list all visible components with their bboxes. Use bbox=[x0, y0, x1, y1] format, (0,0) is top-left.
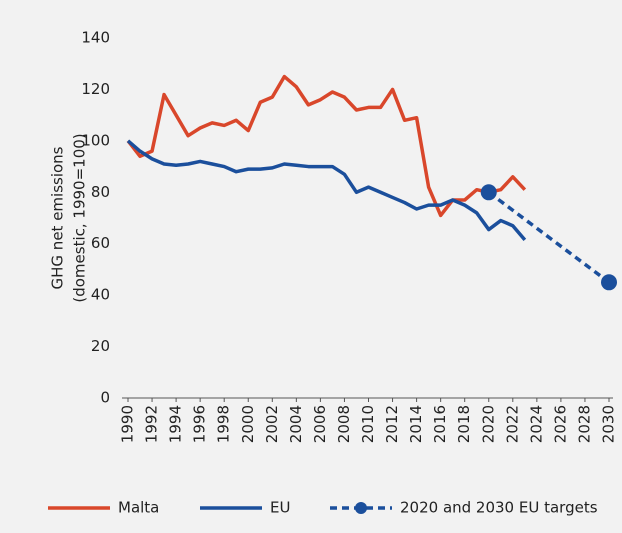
x-tick-label: 2000 bbox=[239, 405, 257, 443]
x-tick-label: 2014 bbox=[407, 405, 425, 443]
x-tick-label: 2012 bbox=[383, 405, 401, 443]
y-axis-label: (domestic, 1990=100) bbox=[71, 133, 89, 302]
y-tick-label: 100 bbox=[81, 131, 110, 149]
y-tick-label: 80 bbox=[91, 183, 110, 201]
line-series bbox=[487, 190, 611, 284]
legend-label: EU bbox=[270, 499, 290, 517]
y-tick-label: 40 bbox=[91, 286, 110, 304]
x-tick-label: 2020 bbox=[479, 405, 497, 443]
x-tick-label: 2010 bbox=[359, 405, 377, 443]
x-tick-label: 1996 bbox=[191, 405, 209, 443]
legend-marker bbox=[355, 502, 367, 514]
y-axis-label: GHG net emissions bbox=[49, 146, 67, 289]
x-tick-label: 2024 bbox=[527, 405, 545, 443]
legend-label: 2020 and 2030 EU targets bbox=[400, 499, 598, 517]
x-tick-label: 2026 bbox=[551, 405, 569, 443]
x-tick-label: 1994 bbox=[167, 405, 185, 443]
legend-label: Malta bbox=[118, 499, 159, 517]
x-tick-label: 1998 bbox=[215, 405, 233, 443]
line-series bbox=[126, 74, 527, 218]
x-tick-label: 2016 bbox=[431, 405, 449, 443]
y-tick-label: 140 bbox=[81, 29, 110, 47]
x-tick-label: 2030 bbox=[600, 405, 618, 443]
x-tick-label: 2028 bbox=[575, 405, 593, 443]
x-tick-label: 2008 bbox=[335, 405, 353, 443]
y-tick-label: 0 bbox=[100, 389, 110, 407]
x-tick-label: 2018 bbox=[455, 405, 473, 443]
x-tick-label: 2004 bbox=[287, 405, 305, 443]
line-series bbox=[126, 139, 527, 241]
x-tick-label: 2006 bbox=[311, 405, 329, 443]
x-tick-label: 1992 bbox=[143, 405, 161, 443]
y-tick-label: 20 bbox=[91, 337, 110, 355]
x-tick-label: 2022 bbox=[503, 405, 521, 443]
y-tick-label: 60 bbox=[91, 234, 110, 252]
marker bbox=[480, 184, 497, 201]
marker bbox=[601, 274, 617, 291]
y-tick-label: 120 bbox=[81, 80, 110, 98]
x-tick-label: 1990 bbox=[119, 405, 137, 443]
x-tick-label: 2002 bbox=[263, 405, 281, 443]
